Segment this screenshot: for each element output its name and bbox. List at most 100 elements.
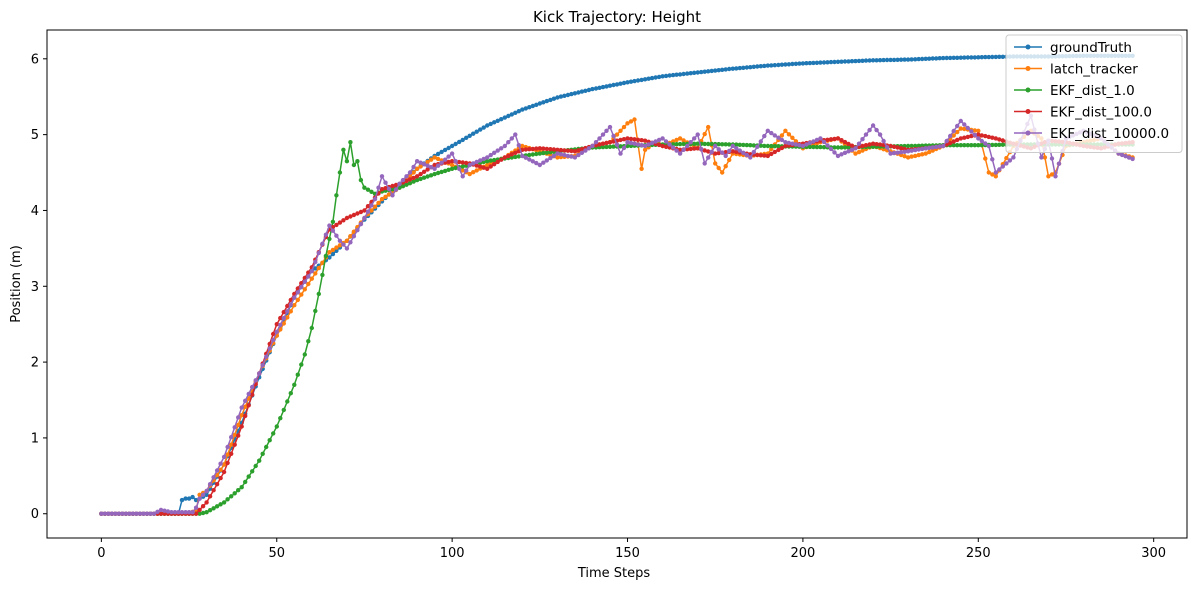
data-point <box>179 510 185 515</box>
data-point <box>965 55 970 60</box>
data-point <box>348 240 353 245</box>
data-point <box>264 444 269 450</box>
data-point <box>832 136 837 142</box>
data-point <box>604 144 609 150</box>
data-point <box>685 143 690 149</box>
data-point <box>877 132 883 137</box>
data-point <box>835 59 841 64</box>
data-point <box>706 149 711 154</box>
data-point <box>207 508 213 513</box>
data-point <box>211 506 216 511</box>
data-point <box>492 157 497 163</box>
data-point <box>713 68 718 73</box>
data-point <box>309 325 314 331</box>
data-point <box>586 146 592 151</box>
data-point <box>611 133 616 139</box>
data-point <box>825 143 830 148</box>
data-point <box>267 346 272 351</box>
data-point <box>478 164 483 169</box>
data-point <box>334 248 339 253</box>
data-point <box>874 127 879 133</box>
data-point <box>807 140 813 146</box>
data-point <box>506 153 511 159</box>
data-point <box>677 151 683 156</box>
data-point <box>948 133 953 139</box>
data-point <box>895 150 900 155</box>
data-point <box>425 167 430 172</box>
data-point <box>418 164 423 169</box>
data-point <box>772 149 777 155</box>
data-point <box>253 463 258 469</box>
data-point <box>127 511 132 516</box>
data-point <box>1126 155 1132 160</box>
data-point <box>306 274 311 279</box>
data-point <box>537 151 542 156</box>
data-point <box>467 171 472 177</box>
data-point <box>741 65 746 71</box>
data-point <box>807 60 813 66</box>
data-point <box>783 140 788 145</box>
data-point <box>211 488 216 493</box>
data-point <box>902 149 907 154</box>
data-point <box>421 175 427 180</box>
data-point <box>723 153 728 159</box>
data-point <box>692 146 697 151</box>
data-point <box>706 141 711 147</box>
data-point <box>471 161 476 166</box>
data-point <box>828 146 834 152</box>
data-point <box>271 431 276 436</box>
data-point <box>323 232 329 237</box>
data-point <box>888 151 893 156</box>
data-point <box>260 362 265 368</box>
data-point <box>628 119 634 124</box>
data-point <box>309 276 314 281</box>
data-point <box>232 491 237 496</box>
data-point <box>762 133 767 139</box>
data-point <box>909 154 914 159</box>
data-point <box>670 142 676 147</box>
data-point <box>348 140 353 145</box>
data-point <box>962 55 967 60</box>
data-point <box>776 144 781 149</box>
data-point <box>334 233 339 238</box>
legend-label: EKF_dist_1.0 <box>1050 83 1135 99</box>
data-point <box>597 136 602 141</box>
data-point <box>846 149 851 154</box>
data-point <box>962 126 967 132</box>
data-point <box>611 82 616 88</box>
data-point <box>635 78 641 83</box>
data-point <box>958 136 963 141</box>
data-point <box>979 133 984 138</box>
data-point <box>211 475 216 480</box>
data-point <box>920 56 925 62</box>
data-point <box>358 177 364 183</box>
data-point <box>435 156 441 162</box>
data-point <box>614 132 620 137</box>
data-point <box>474 163 479 168</box>
data-point <box>449 162 455 168</box>
data-point <box>860 148 865 153</box>
data-point <box>976 143 981 148</box>
data-point <box>214 482 220 487</box>
y-tick-label: 1 <box>31 431 39 446</box>
plot-area <box>99 53 1135 516</box>
data-point <box>467 133 472 138</box>
data-point <box>334 245 339 250</box>
legend-swatch-marker <box>1025 44 1031 50</box>
data-point <box>699 146 704 152</box>
data-point <box>604 128 609 133</box>
data-point <box>997 54 1002 59</box>
data-point <box>327 236 332 242</box>
data-point <box>1004 155 1009 161</box>
data-point <box>193 511 199 516</box>
data-point <box>520 143 525 149</box>
data-point <box>849 59 855 64</box>
data-point <box>948 55 953 61</box>
data-point <box>972 128 977 133</box>
x-tick-label: 250 <box>966 546 991 561</box>
data-point <box>986 134 991 140</box>
data-point <box>881 138 886 144</box>
data-point <box>793 61 799 66</box>
data-point <box>986 170 991 175</box>
